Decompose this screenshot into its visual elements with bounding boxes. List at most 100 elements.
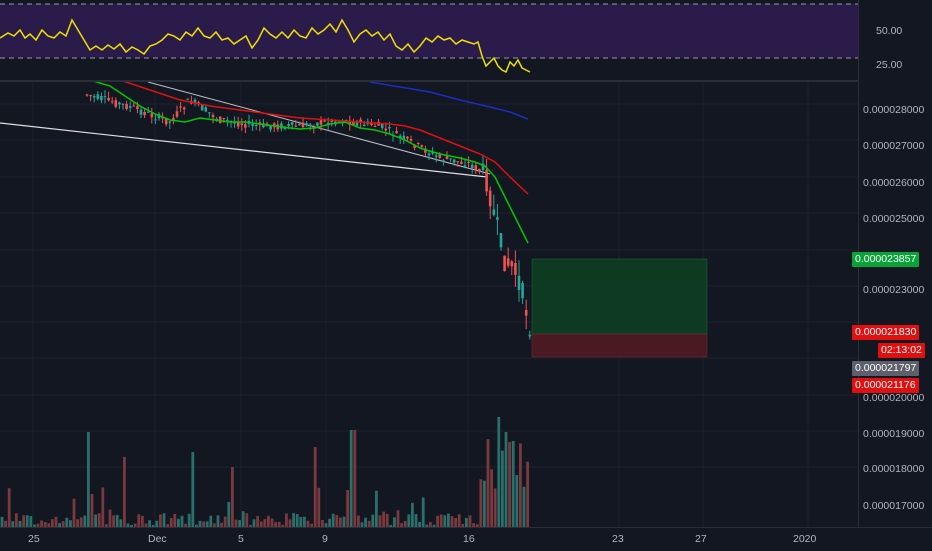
candle bbox=[308, 122, 312, 131]
volume-bar bbox=[454, 518, 457, 527]
candle bbox=[298, 121, 301, 126]
volume-bar bbox=[400, 523, 403, 527]
volume-bar bbox=[371, 514, 375, 527]
candle bbox=[100, 92, 103, 104]
volume-bar bbox=[382, 511, 385, 527]
volume-bar bbox=[162, 513, 166, 527]
rsi-band bbox=[0, 4, 858, 58]
current-price-tag: 0.000021830 bbox=[852, 325, 920, 340]
volume-bar bbox=[465, 518, 468, 527]
candle bbox=[103, 90, 107, 104]
candle bbox=[524, 299, 528, 330]
volume-bar bbox=[148, 520, 151, 527]
candle bbox=[208, 112, 211, 118]
candle bbox=[496, 203, 499, 236]
volume-bar bbox=[213, 523, 216, 527]
volume-bar bbox=[501, 450, 504, 527]
volume-bar bbox=[303, 516, 306, 527]
volume-bar bbox=[479, 479, 483, 527]
candle bbox=[272, 121, 276, 132]
volume-bar bbox=[443, 515, 447, 527]
price-tick: 0.000020000 bbox=[863, 392, 925, 404]
volume-bar bbox=[90, 493, 94, 527]
candle bbox=[154, 114, 157, 125]
volume-bar bbox=[277, 521, 281, 527]
candle bbox=[319, 116, 323, 131]
volume-bar bbox=[389, 524, 393, 527]
candle bbox=[434, 152, 438, 163]
candle bbox=[139, 106, 143, 118]
volume-bar bbox=[115, 514, 119, 527]
volume-bar bbox=[130, 524, 133, 527]
price-tick: 0.000025000 bbox=[863, 213, 925, 225]
volume-bar bbox=[227, 501, 231, 527]
volume-bar bbox=[511, 440, 515, 527]
time-label: 23 bbox=[612, 533, 624, 545]
candle bbox=[110, 96, 114, 105]
rsi-chart bbox=[0, 3, 858, 74]
candle bbox=[474, 161, 478, 175]
candle bbox=[488, 186, 492, 219]
candle bbox=[132, 102, 136, 107]
volume-bar bbox=[47, 523, 51, 527]
volume-bar bbox=[483, 480, 486, 527]
entry-price-tag: 0.000021797 bbox=[852, 361, 920, 376]
volume-bar bbox=[432, 524, 436, 527]
candle bbox=[128, 101, 132, 113]
volume-bar bbox=[112, 515, 115, 527]
volume-bar bbox=[346, 490, 349, 527]
volume-bar bbox=[335, 515, 339, 527]
pane-divider[interactable] bbox=[0, 80, 858, 82]
time-label: 2020 bbox=[793, 533, 817, 545]
volume-bar bbox=[364, 517, 367, 527]
candle bbox=[521, 280, 524, 304]
volume-bar bbox=[497, 417, 501, 527]
volume-bar bbox=[299, 516, 303, 527]
volume-bar bbox=[360, 522, 364, 527]
candle bbox=[510, 259, 514, 275]
volume-bar bbox=[4, 520, 7, 527]
volume-bar bbox=[54, 516, 58, 527]
time-label: 27 bbox=[695, 533, 707, 545]
volume-bar bbox=[357, 515, 360, 527]
volume-bar bbox=[425, 524, 429, 527]
candle bbox=[492, 194, 496, 217]
volume-bar bbox=[191, 452, 195, 527]
trendline-upper bbox=[147, 82, 491, 175]
volume-bar bbox=[0, 516, 4, 527]
volume-bar bbox=[274, 522, 277, 527]
volume-bar bbox=[234, 519, 238, 527]
volume-bar bbox=[58, 523, 61, 527]
rsi-pane[interactable]: 50.00 25.00 bbox=[0, 0, 902, 79]
volume-bar bbox=[83, 515, 87, 527]
volume-bar bbox=[249, 524, 252, 527]
candle bbox=[427, 151, 431, 160]
time-axis[interactable]: 25 Dec 5 9 16 23 27 2020 bbox=[0, 527, 932, 551]
candle bbox=[125, 100, 128, 111]
ema-slow-line bbox=[123, 82, 529, 195]
candle bbox=[355, 119, 359, 128]
main-chart-pane[interactable] bbox=[0, 82, 858, 527]
candle bbox=[478, 168, 481, 175]
volume-bar bbox=[439, 514, 443, 527]
candle bbox=[262, 118, 265, 129]
volume-bar bbox=[349, 430, 353, 527]
volume-bar bbox=[331, 513, 335, 527]
time-label: 5 bbox=[238, 533, 244, 545]
volume-bar bbox=[436, 515, 439, 527]
volume-bar bbox=[321, 519, 324, 527]
candle bbox=[168, 120, 172, 129]
volume-bar bbox=[216, 515, 220, 527]
volume-bar bbox=[468, 515, 472, 527]
price-tick: 0.000028000 bbox=[863, 104, 925, 116]
volume-bars bbox=[0, 417, 529, 527]
ema-long-line bbox=[369, 82, 529, 120]
volume-bar bbox=[205, 521, 209, 527]
volume-bar bbox=[187, 513, 191, 527]
candle bbox=[380, 123, 384, 131]
candle bbox=[463, 159, 467, 169]
volume-bar bbox=[105, 524, 108, 527]
candle bbox=[424, 145, 427, 157]
volume-bar bbox=[141, 515, 144, 527]
volume-bar bbox=[144, 523, 148, 527]
